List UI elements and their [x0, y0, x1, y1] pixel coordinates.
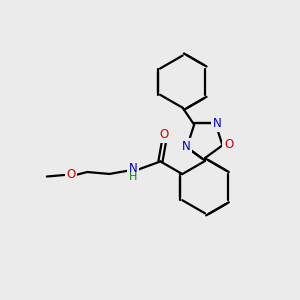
Text: O: O — [159, 128, 168, 141]
Text: N: N — [213, 117, 222, 130]
Text: O: O — [224, 138, 234, 151]
Text: N: N — [182, 140, 190, 153]
Text: N: N — [129, 162, 137, 175]
Text: O: O — [67, 168, 76, 181]
Text: H: H — [129, 172, 137, 182]
